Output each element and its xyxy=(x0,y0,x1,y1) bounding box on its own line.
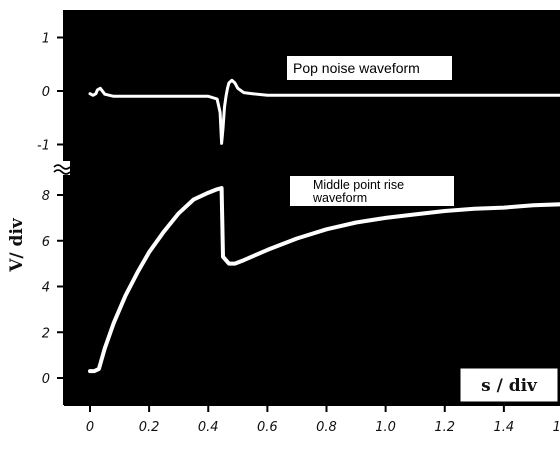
y-lower-tick-label: 0 xyxy=(42,372,50,387)
axis-break-icon xyxy=(52,161,71,175)
x-tick-label: 0.6 xyxy=(257,420,278,435)
y-lower-tick-label: 2 xyxy=(42,326,50,341)
series-middle-point-rise xyxy=(88,186,560,374)
x-unit-label: s / div xyxy=(459,367,559,403)
y-lower-tick-label: 8 xyxy=(42,189,50,204)
x-tick-label: 1.2 xyxy=(434,420,455,435)
annotation-middle-point-box xyxy=(290,176,454,206)
y-lower-tick-label: 4 xyxy=(42,281,50,296)
x-ticks: 0 0.2 0.4 0.6 0.8 1.0 1.2 1.4 1.6 xyxy=(86,405,560,435)
x-tick-label: 1.0 xyxy=(375,420,396,435)
y-upper-tick-label: 1 xyxy=(42,32,50,47)
x-tick-label: 0.8 xyxy=(316,420,337,435)
annotation-middle-point-line-2: waveform xyxy=(312,191,367,205)
annotation-middle-point: Middle point rise waveform xyxy=(290,176,454,206)
y-lower-tick-label: 6 xyxy=(42,235,50,250)
y-ticks-upper: 1 0 -1 xyxy=(37,32,64,154)
y-upper-tick-label: 0 xyxy=(42,85,50,100)
x-unit-label-text: s / div xyxy=(481,376,538,396)
y-axis-label: V/ div xyxy=(7,217,27,273)
x-unit-label-box xyxy=(459,367,559,403)
x-tick-label: 0 xyxy=(86,420,94,435)
annotation-pop-noise-box xyxy=(287,56,452,80)
series-pop-noise xyxy=(88,78,560,145)
y-ticks-lower: 8 6 4 2 0 xyxy=(42,189,64,387)
x-tick-label: 0.2 xyxy=(139,420,160,435)
x-tick-label: 0.4 xyxy=(198,420,219,435)
x-tick-label: 1.4 xyxy=(494,420,515,435)
annotation-pop-noise-text: Pop noise waveform xyxy=(293,60,420,76)
annotation-pop-noise: Pop noise waveform xyxy=(287,56,452,80)
annotation-middle-point-line-1: Middle point rise xyxy=(313,178,404,192)
y-upper-tick-label: -1 xyxy=(37,139,50,154)
x-tick-label: 1.6 xyxy=(553,420,560,435)
